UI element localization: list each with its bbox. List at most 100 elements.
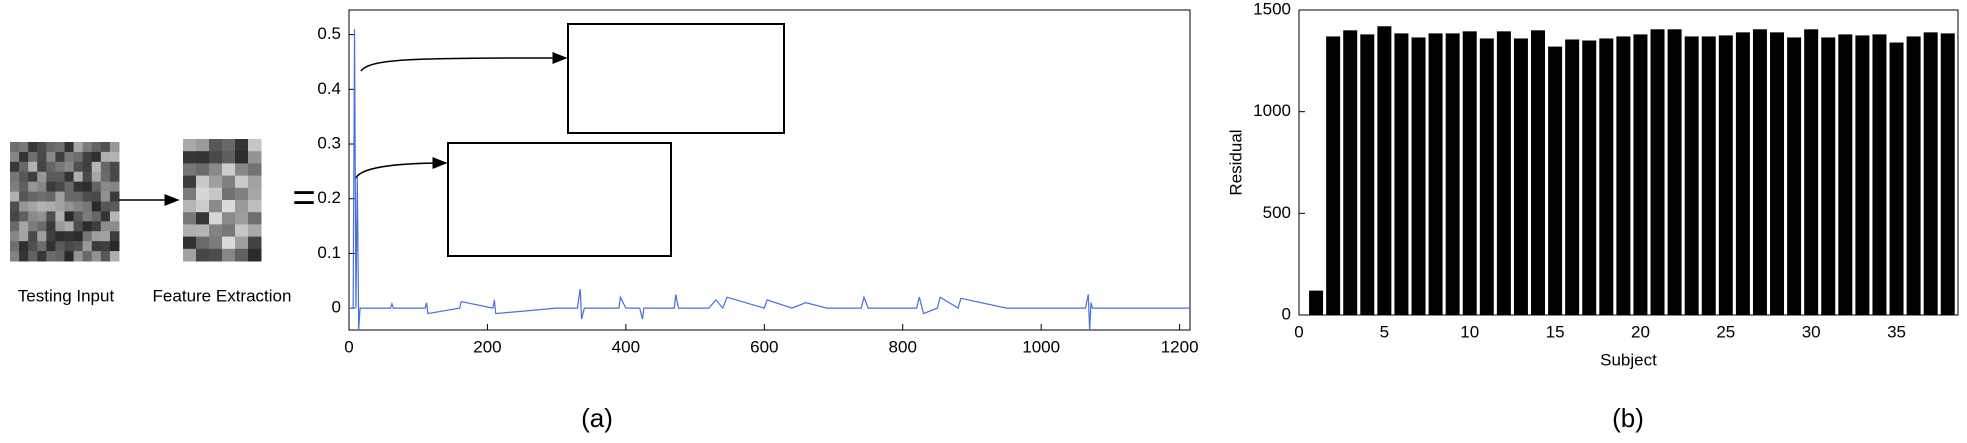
face-pixel [37,201,47,212]
face-pixel [248,200,262,213]
face-pixel [55,221,65,232]
face-pixel [19,191,29,202]
bar [1752,29,1767,316]
face-pixel [109,151,120,163]
face-pixel [196,187,210,201]
face-pixel [109,241,120,252]
face-pixel [37,251,47,262]
face-pixel [55,241,65,252]
inset-box [567,23,785,134]
face-pixel [73,221,84,232]
face-pixel [10,171,20,183]
face-pixel [37,211,47,222]
face-pixel [73,201,84,212]
face-pixel [46,221,56,232]
face-pixel [64,181,75,193]
face-pixel [37,151,47,163]
bar [1838,34,1853,316]
x-tick-label: 800 [889,337,917,356]
face-pixel [196,151,210,164]
face-pixel [64,251,75,262]
face-pixel [73,151,84,163]
face-pixel [82,181,93,193]
face-pixel [196,224,210,238]
bar [1360,34,1375,316]
y-tick-label: 1000 [1253,101,1291,120]
face-pixel [73,241,84,252]
face-pixel [55,181,65,193]
face-pixel [109,161,120,173]
face-pixel [235,224,249,238]
face-pixel [109,142,120,153]
face-pixel [55,151,65,163]
face-pixel [55,231,65,242]
plot-frame [348,9,1191,331]
face-pixel [10,142,20,153]
face-pixel [109,191,120,202]
bar [1343,30,1358,315]
face-pixel [109,221,120,232]
face-pixel [109,201,120,212]
bar [1855,35,1870,316]
face-pixel [64,142,75,153]
face-pixel [222,139,236,152]
bar [1804,29,1819,316]
data-line [349,29,1190,331]
bar [1735,32,1750,315]
arrow [354,157,448,180]
face-pixel [19,251,29,262]
face-pixel [73,161,84,173]
face-pixel [91,171,102,183]
face-pixel [183,224,197,238]
face-pixel [100,251,111,262]
y-tick-label: 1500 [1253,0,1291,18]
face-pixel [183,212,197,225]
face-pixel [100,201,111,212]
face-pixel [109,211,120,222]
face-pixel [222,200,236,213]
x-tick-label: 25 [1716,322,1735,341]
y-tick-label: 500 [1263,203,1291,222]
face-pixel [248,175,262,189]
face-pixel [235,248,249,262]
face-pixel [109,251,120,262]
face-pixel [37,171,47,183]
bar [1496,31,1511,315]
y-tick-label: 0.5 [317,24,341,43]
face-pixel [235,139,249,152]
face-pixel [46,181,56,193]
face-pixel [19,231,29,242]
bar [1821,37,1836,315]
face-pixel [55,161,65,173]
face-pixel [55,201,65,212]
x-tick-label: 15 [1546,322,1565,341]
face-pixel [19,171,29,183]
x-tick-label: 0 [1294,322,1303,341]
bar [1326,36,1341,315]
face-pixel [183,175,197,189]
face-pixel [73,211,84,222]
bar [1565,39,1580,315]
face-pixel [91,221,102,232]
bar [1701,36,1716,315]
face-pixel [28,161,38,173]
face-pixel [209,212,223,225]
feature-label: Feature Extraction [153,286,292,305]
face-pixel [183,236,197,250]
face-pixel [28,191,38,202]
face-pixel [222,236,236,250]
face-pixel [55,171,65,183]
face-pixel [91,191,102,202]
face-pixel [73,181,84,193]
face-pixel [100,241,111,252]
face-pixel [196,236,210,250]
bar [1548,46,1563,315]
face-pixel [100,161,111,173]
face-pixel [183,151,197,164]
face-pixel [10,251,20,262]
bar [1531,30,1546,315]
face-pixel [100,171,111,183]
bar [1309,290,1324,315]
face-pixel [82,211,93,222]
bar [1377,26,1392,316]
